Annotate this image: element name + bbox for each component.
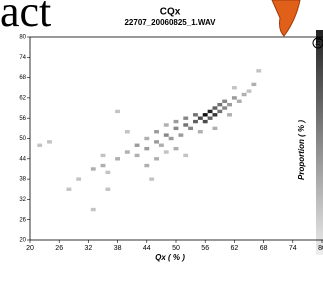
- y-tick-label: 20: [19, 238, 26, 244]
- heatmap-cell: [164, 150, 169, 153]
- heatmap-cell: [203, 120, 208, 123]
- heatmap-cell: [105, 171, 110, 174]
- colorbar-label: Proportion ( % ): [297, 120, 306, 180]
- heatmap-cell: [37, 144, 42, 147]
- heatmap-cell: [174, 120, 179, 123]
- heatmap-cell: [144, 147, 149, 150]
- heatmap-cell: [91, 208, 96, 211]
- heatmap-cell: [67, 188, 72, 191]
- screenshot: act E CQx 22707_20060825_1.WAV Qx ( % ) …: [0, 0, 323, 293]
- heatmap-cell: [193, 113, 198, 116]
- heatmap-cell: [174, 127, 179, 130]
- heatmap-cell: [232, 96, 237, 99]
- heatmap-cell: [222, 100, 227, 103]
- heatmap-cell: [178, 133, 183, 136]
- heatmap-cell: [227, 113, 232, 116]
- chart-title: CQx: [160, 7, 181, 18]
- x-tick-label: 56: [201, 245, 209, 252]
- page: {"page_text": "act", "badge": "E", "char…: [0, 0, 323, 293]
- heatmap-cell: [164, 133, 169, 136]
- heatmap-cell: [247, 89, 252, 92]
- x-tick-label: 50: [172, 245, 180, 252]
- heatmap-cell: [135, 154, 140, 157]
- heatmap-cell: [237, 100, 242, 103]
- heatmap-cell: [174, 147, 179, 150]
- y-tick-label: 56: [19, 116, 26, 122]
- heatmap-cell: [105, 188, 110, 191]
- heatmap-cell: [149, 177, 154, 180]
- heatmap-cell: [47, 140, 52, 143]
- x-tick-label: 26: [55, 245, 63, 252]
- heatmap-cell: [154, 130, 159, 133]
- heatmap-cell: [125, 130, 130, 133]
- heatmap-cell: [217, 110, 222, 113]
- heatmap-cell: [144, 137, 149, 140]
- heatmap-cell: [227, 103, 232, 106]
- page-text: act: [0, 0, 51, 36]
- heatmap-cell: [222, 106, 227, 109]
- heatmap-cell: [217, 103, 222, 106]
- heatmap-cell: [76, 177, 81, 180]
- y-tick-label: 80: [19, 35, 26, 41]
- x-tick-label: 74: [289, 245, 297, 252]
- heatmap-cell: [164, 123, 169, 126]
- heatmap-cell: [198, 130, 203, 133]
- heatmap-cell: [183, 123, 188, 126]
- heatmap-cell: [208, 117, 213, 120]
- y-tick-label: 44: [19, 156, 26, 162]
- heatmap-cell: [144, 164, 149, 167]
- y-tick-label: 74: [19, 55, 26, 61]
- heatmap-cell: [242, 93, 247, 96]
- heatmap-cell: [159, 144, 164, 147]
- x-tick-label: 62: [231, 245, 239, 252]
- plot-frame: [30, 37, 323, 240]
- heatmap-cell: [115, 110, 120, 113]
- heatmap-cell: [203, 113, 208, 116]
- y-tick-label: 50: [19, 136, 26, 142]
- y-tick-label: 38: [19, 177, 26, 183]
- y-tick-label: 32: [19, 197, 26, 203]
- heatmap-cell: [125, 150, 130, 153]
- heatmap-cell: [251, 83, 256, 86]
- heatmap-cell: [256, 69, 261, 72]
- heatmap-cell: [213, 127, 218, 130]
- heatmap-cell: [213, 106, 218, 109]
- x-tick-label: 44: [143, 245, 151, 252]
- y-tick-label: 68: [19, 75, 26, 81]
- heatmap-cell: [183, 117, 188, 120]
- x-tick-label: 32: [85, 245, 93, 252]
- x-tick-label: 20: [26, 245, 34, 252]
- x-axis-label: Qx ( % ): [155, 253, 185, 262]
- heatmap-cell: [135, 144, 140, 147]
- heatmap-cell: [154, 140, 159, 143]
- heatmap-cell: [213, 113, 218, 116]
- heatmap-cell: [208, 110, 213, 113]
- colorbar: [316, 30, 323, 255]
- heatmap-cell: [91, 167, 96, 170]
- heatmap-cell: [154, 157, 159, 160]
- y-tick-label: 26: [19, 217, 26, 223]
- heatmap-cell: [101, 164, 106, 167]
- heatmap-cell: [169, 137, 174, 140]
- decoration: [272, 0, 300, 36]
- x-tick-label: 80: [318, 245, 323, 252]
- heatmap-cell: [232, 86, 237, 89]
- heatmap-cell: [101, 154, 106, 157]
- x-tick-label: 68: [260, 245, 268, 252]
- chart-subtitle: 22707_20060825_1.WAV: [124, 18, 216, 27]
- x-tick-label: 38: [114, 245, 122, 252]
- heatmap-cell: [198, 117, 203, 120]
- y-tick-label: 62: [19, 95, 26, 101]
- badge: E: [315, 38, 321, 47]
- heatmap-cell: [183, 154, 188, 157]
- heatmap-cell: [193, 120, 198, 123]
- heatmap-cell: [188, 127, 193, 130]
- heatmap-cell: [115, 157, 120, 160]
